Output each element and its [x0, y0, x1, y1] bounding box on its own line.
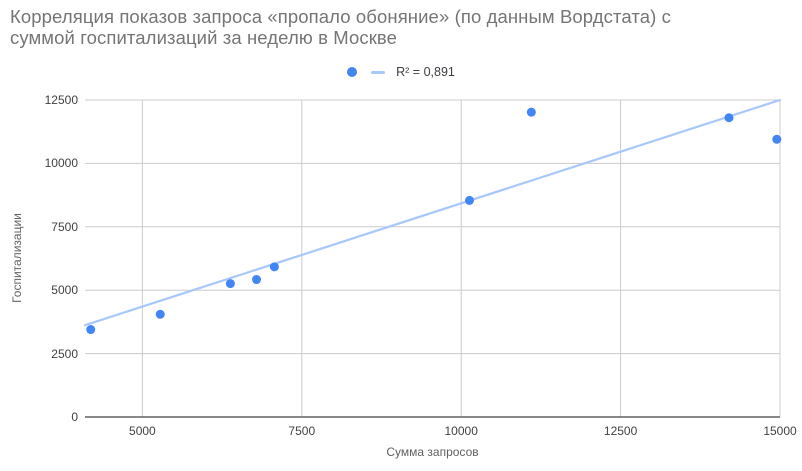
y-tick-label: 12500 — [44, 93, 78, 107]
x-axis-title: Сумма запросов — [386, 445, 479, 459]
y-axis-title: Госпитализации — [10, 213, 24, 303]
y-tick-label: 10000 — [44, 156, 78, 171]
x-tick-label: 7500 — [288, 424, 316, 438]
data-point — [724, 113, 734, 123]
chart-title-line1: Корреляция показов запроса «пропало обон… — [10, 6, 671, 27]
y-tick-label: 2500 — [51, 346, 78, 361]
legend-r-squared-label: R² = 0,891 — [396, 65, 455, 79]
chart-title-line2: суммой госпитализаций за неделю в Москве — [10, 27, 397, 48]
trendline-icon — [371, 70, 386, 74]
y-tick-label: 5000 — [51, 283, 78, 298]
data-point — [225, 279, 235, 289]
trendline — [83, 98, 782, 327]
y-tick-label: 0 — [71, 410, 78, 424]
data-point — [252, 275, 262, 285]
x-tick-label: 5000 — [129, 424, 156, 438]
data-point — [772, 134, 782, 144]
data-point — [155, 309, 165, 319]
series-point-icon — [347, 67, 358, 77]
data-point — [269, 262, 279, 272]
x-tick-label: 12500 — [603, 424, 638, 438]
x-tick-label: 10000 — [444, 424, 478, 438]
y-tick-label: 7500 — [51, 219, 78, 234]
legend: R² = 0,891 — [0, 63, 802, 81]
x-tick-label: 15000 — [763, 424, 797, 438]
plot-area — [83, 98, 782, 418]
data-point — [86, 325, 96, 335]
data-point — [464, 195, 474, 205]
data-point — [526, 107, 536, 117]
chart-title: Корреляция показов запроса «пропало обон… — [10, 6, 794, 48]
